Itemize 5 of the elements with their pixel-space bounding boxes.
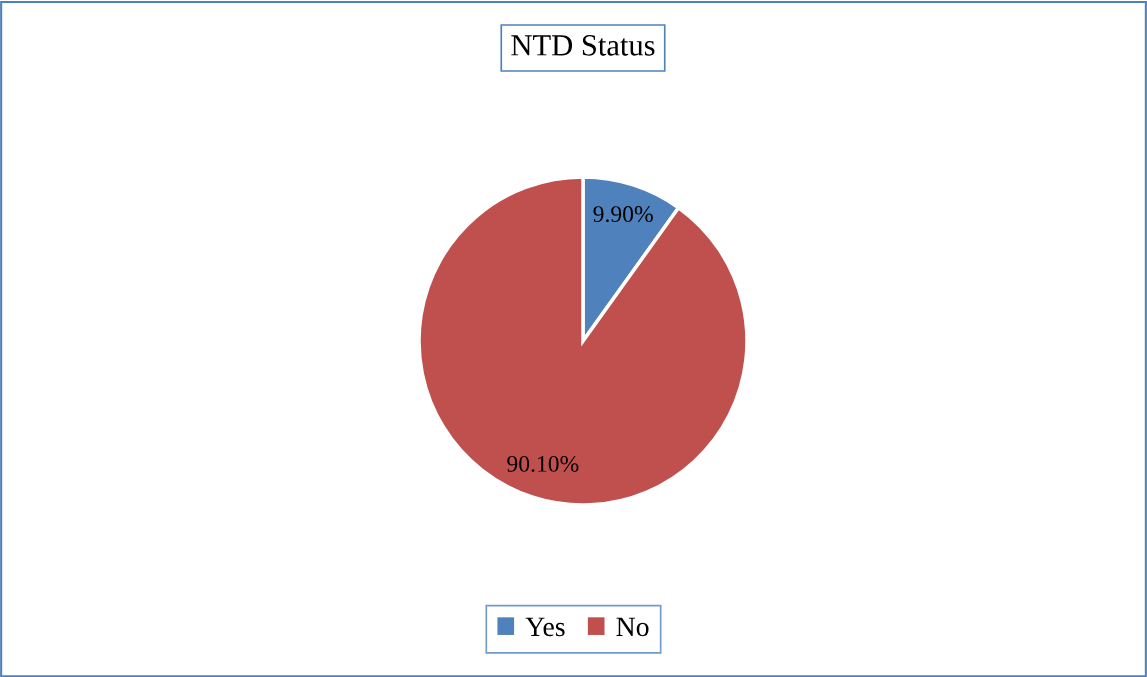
data-label: 90.10% <box>507 455 579 472</box>
data-label: 9.90% <box>593 206 653 223</box>
chart-title: NTD Status <box>511 35 655 56</box>
legend-label: Yes <box>525 617 565 637</box>
legend-label: No <box>616 617 649 637</box>
